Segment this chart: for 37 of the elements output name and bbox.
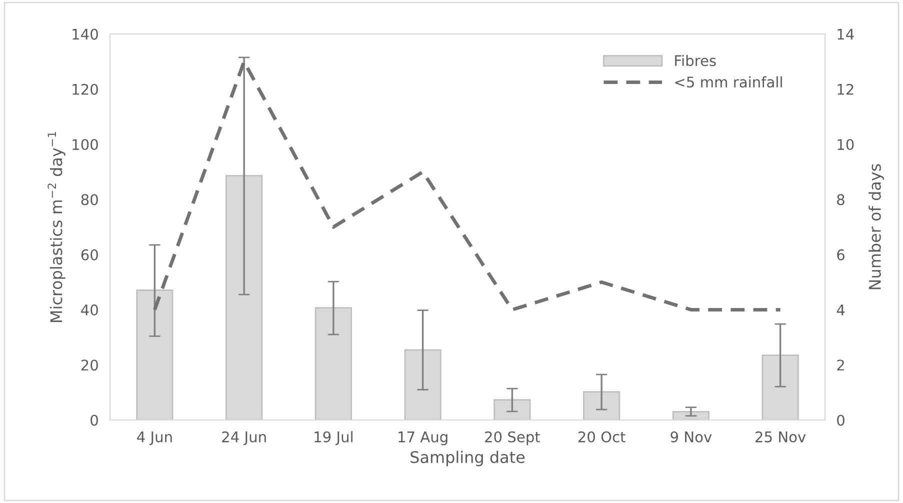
bar: [494, 399, 531, 420]
y-tick-label: 120: [72, 84, 98, 95]
y2-tick-label: 8: [837, 194, 844, 206]
y-tick-label: 40: [81, 304, 98, 316]
bar: [314, 307, 352, 420]
bar: [762, 354, 799, 420]
y2-tick-label: 12: [838, 84, 854, 95]
bar: [672, 411, 710, 420]
y2-tick-label: 2: [837, 360, 844, 370]
y2-tick-label: 0: [837, 414, 844, 426]
y-tick-label: 0: [90, 414, 98, 426]
bar: [582, 391, 620, 420]
x-tick-label: 4 Jun: [137, 432, 172, 446]
y-tick-label: 60: [81, 249, 98, 260]
y-tick-label: 100: [72, 139, 98, 150]
y2-tick-label: 14: [838, 28, 854, 40]
legend-label: Fibres: [675, 54, 716, 66]
x-tick-label: 17 Aug: [398, 432, 448, 446]
x-tick-label: 25 Nov: [756, 431, 806, 442]
legend-label: <5 mm rainfall: [675, 76, 782, 88]
x-tick-label: 20 Sept: [485, 431, 540, 446]
y-tick-label: 20: [81, 360, 98, 371]
bar: [136, 289, 174, 420]
y2-tick-label: 10: [838, 139, 854, 150]
x-tick-label: 9 Nov: [670, 431, 712, 442]
y2-axis-title: Number of days: [868, 164, 884, 290]
x-tick-label: 24 Jun: [222, 431, 266, 446]
y2-tick-label: 4: [836, 304, 845, 316]
bar: [225, 175, 263, 420]
x-axis-title: Sampling date: [410, 450, 525, 466]
x-tick-label: 20 Oct: [578, 431, 626, 442]
y-tick-label: 80: [81, 194, 98, 206]
y-tick-label: 140: [72, 28, 98, 40]
y2-tick-label: 6: [837, 249, 844, 260]
bar: [404, 349, 442, 420]
y-axis-title: Microplastics m$^{−2}$ day$^{−1}$: [48, 132, 66, 322]
x-tick-label: 19 Jul: [314, 431, 352, 446]
